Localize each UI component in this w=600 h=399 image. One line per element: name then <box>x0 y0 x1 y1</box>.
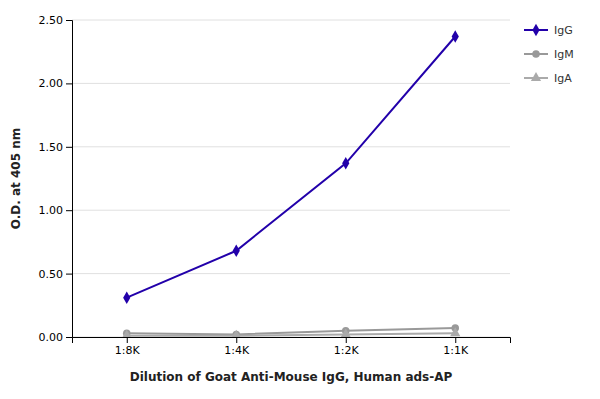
grid-line <box>72 210 510 211</box>
point <box>341 329 351 337</box>
y-tick: 0.00 <box>39 331 73 344</box>
legend-item: IgG <box>524 24 573 37</box>
legend-item: IgA <box>524 72 572 85</box>
x-tick: 1:4K <box>224 337 250 357</box>
x-tick: 1:8K <box>115 337 141 357</box>
grid-line <box>72 146 510 147</box>
x-tick-mark <box>455 337 456 343</box>
y-axis-line <box>66 21 73 338</box>
grid <box>72 20 510 337</box>
y-tick-label: 0.50 <box>39 268 64 281</box>
x-tick-mark <box>127 337 128 343</box>
series-line <box>127 333 456 336</box>
x-tick-mark <box>236 337 237 343</box>
x-axis-line <box>73 338 511 344</box>
legend-marker <box>531 72 541 81</box>
legend-marker <box>532 50 540 58</box>
x-tick: 1:2K <box>334 337 360 357</box>
grid-line <box>72 83 510 84</box>
y-tick-mark <box>66 210 72 211</box>
point <box>231 330 241 337</box>
chart: 1:8K 1:4K 1:2K 1:1K 0.00 0.50 1.00 1.50 2.00 2.50… <box>0 0 600 399</box>
y-tick-mark <box>66 83 72 84</box>
y-tick: 2.00 <box>39 77 73 90</box>
x-axis: 1:8K 1:4K 1:2K 1:1K <box>73 337 511 357</box>
legend-item: IgM <box>524 48 574 61</box>
series <box>123 324 459 337</box>
y-tick-label: 0.00 <box>39 331 64 344</box>
point <box>233 245 240 257</box>
y-tick-label: 1.00 <box>39 204 64 217</box>
series-line <box>127 36 456 297</box>
plot-area: 1:8K 1:4K 1:2K 1:1K 0.00 0.50 1.00 1.50 2.00 2.50… <box>9 14 511 384</box>
y-tick-mark <box>66 20 72 21</box>
y-tick-label: 2.00 <box>39 77 64 90</box>
x-tick: 1:1K <box>443 337 469 357</box>
point <box>452 30 459 42</box>
point <box>122 330 132 337</box>
y-tick-mark <box>66 147 72 148</box>
x-tick-mark <box>346 337 347 343</box>
y-tick: 1.50 <box>39 141 73 154</box>
series-group <box>122 30 461 337</box>
legend-label: IgA <box>554 72 572 85</box>
legend-label: IgG <box>554 24 573 37</box>
x-axis-title: Dilution of Goat Anti-Mouse IgG, Human a… <box>130 370 453 384</box>
series <box>122 327 461 337</box>
y-tick: 0.50 <box>39 268 73 281</box>
legend-marker <box>532 24 539 36</box>
point <box>450 327 460 336</box>
x-tick-label: 1:1K <box>443 344 469 357</box>
y-tick-label: 1.50 <box>39 141 64 154</box>
y-tick: 2.50 <box>39 14 73 27</box>
y-axis-title: O.D. at 405 nm <box>9 128 23 229</box>
point <box>123 291 130 303</box>
x-tick-label: 1:2K <box>334 344 360 357</box>
x-tick-label: 1:8K <box>115 344 141 357</box>
series <box>123 30 459 304</box>
legend-label: IgM <box>554 48 574 61</box>
point <box>342 157 349 169</box>
y-tick-label: 2.50 <box>39 14 64 27</box>
legend: IgG IgM IgA <box>524 24 574 85</box>
y-tick-mark <box>66 337 72 338</box>
grid-line <box>72 273 510 274</box>
grid-line <box>72 20 510 21</box>
y-tick: 1.00 <box>39 204 73 217</box>
y-axis: 0.00 0.50 1.00 1.50 2.00 2.50 <box>39 14 73 344</box>
y-tick-mark <box>66 274 72 275</box>
x-tick-label: 1:4K <box>224 344 250 357</box>
